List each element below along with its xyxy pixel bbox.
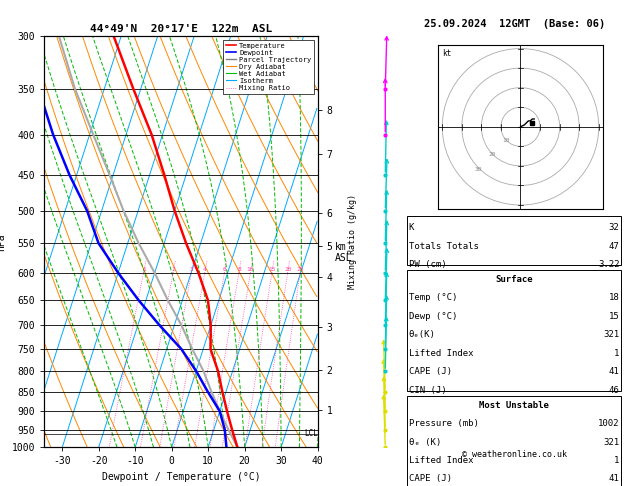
Text: 321: 321 (603, 437, 620, 447)
Text: Pressure (mb): Pressure (mb) (409, 419, 479, 428)
Text: 1: 1 (614, 456, 620, 465)
Text: Surface: Surface (496, 275, 533, 284)
Text: 3.22: 3.22 (598, 260, 620, 269)
Text: 15: 15 (269, 267, 276, 272)
Text: K: K (409, 223, 415, 232)
Text: 321: 321 (603, 330, 620, 339)
Text: Lifted Index: Lifted Index (409, 456, 474, 465)
Text: 41: 41 (609, 367, 620, 376)
Text: 6: 6 (223, 267, 226, 272)
Text: 30: 30 (474, 167, 482, 172)
Text: Most Unstable: Most Unstable (479, 400, 549, 410)
Y-axis label: hPa: hPa (0, 233, 6, 251)
Text: 20: 20 (284, 267, 291, 272)
Title: 44°49'N  20°17'E  122m  ASL: 44°49'N 20°17'E 122m ASL (90, 24, 272, 35)
Text: 47: 47 (609, 242, 620, 251)
X-axis label: Dewpoint / Temperature (°C): Dewpoint / Temperature (°C) (101, 472, 260, 482)
Text: 8: 8 (237, 267, 241, 272)
Text: 46: 46 (609, 386, 620, 395)
Text: CAPE (J): CAPE (J) (409, 474, 452, 484)
Text: 1: 1 (614, 349, 620, 358)
Text: 32: 32 (609, 223, 620, 232)
Text: Mixing Ratio (g/kg): Mixing Ratio (g/kg) (348, 194, 357, 289)
Text: Temp (°C): Temp (°C) (409, 294, 457, 302)
Text: 1: 1 (142, 267, 146, 272)
Text: Lifted Index: Lifted Index (409, 349, 474, 358)
Text: 20: 20 (489, 153, 496, 157)
Text: 2: 2 (172, 267, 175, 272)
Text: 3: 3 (190, 267, 194, 272)
Text: 10: 10 (247, 267, 254, 272)
Y-axis label: km
ASL: km ASL (335, 242, 353, 263)
Text: CAPE (J): CAPE (J) (409, 367, 452, 376)
Text: θₑ(K): θₑ(K) (409, 330, 436, 339)
Text: 1002: 1002 (598, 419, 620, 428)
Text: Dewp (°C): Dewp (°C) (409, 312, 457, 321)
Text: PW (cm): PW (cm) (409, 260, 447, 269)
Text: 18: 18 (609, 294, 620, 302)
Text: CIN (J): CIN (J) (409, 386, 447, 395)
Text: 15: 15 (609, 312, 620, 321)
Text: © weatheronline.co.uk: © weatheronline.co.uk (462, 450, 567, 459)
Text: LCL: LCL (304, 430, 318, 438)
Text: 25.09.2024  12GMT  (Base: 06): 25.09.2024 12GMT (Base: 06) (423, 19, 605, 29)
Text: 10: 10 (503, 139, 510, 143)
Text: 4: 4 (203, 267, 207, 272)
Text: kt: kt (442, 49, 452, 57)
Text: 25: 25 (296, 267, 304, 272)
Text: Totals Totals: Totals Totals (409, 242, 479, 251)
Text: 41: 41 (609, 474, 620, 484)
Legend: Temperature, Dewpoint, Parcel Trajectory, Dry Adiabat, Wet Adiabat, Isotherm, Mi: Temperature, Dewpoint, Parcel Trajectory… (223, 40, 314, 94)
Text: θₑ (K): θₑ (K) (409, 437, 441, 447)
